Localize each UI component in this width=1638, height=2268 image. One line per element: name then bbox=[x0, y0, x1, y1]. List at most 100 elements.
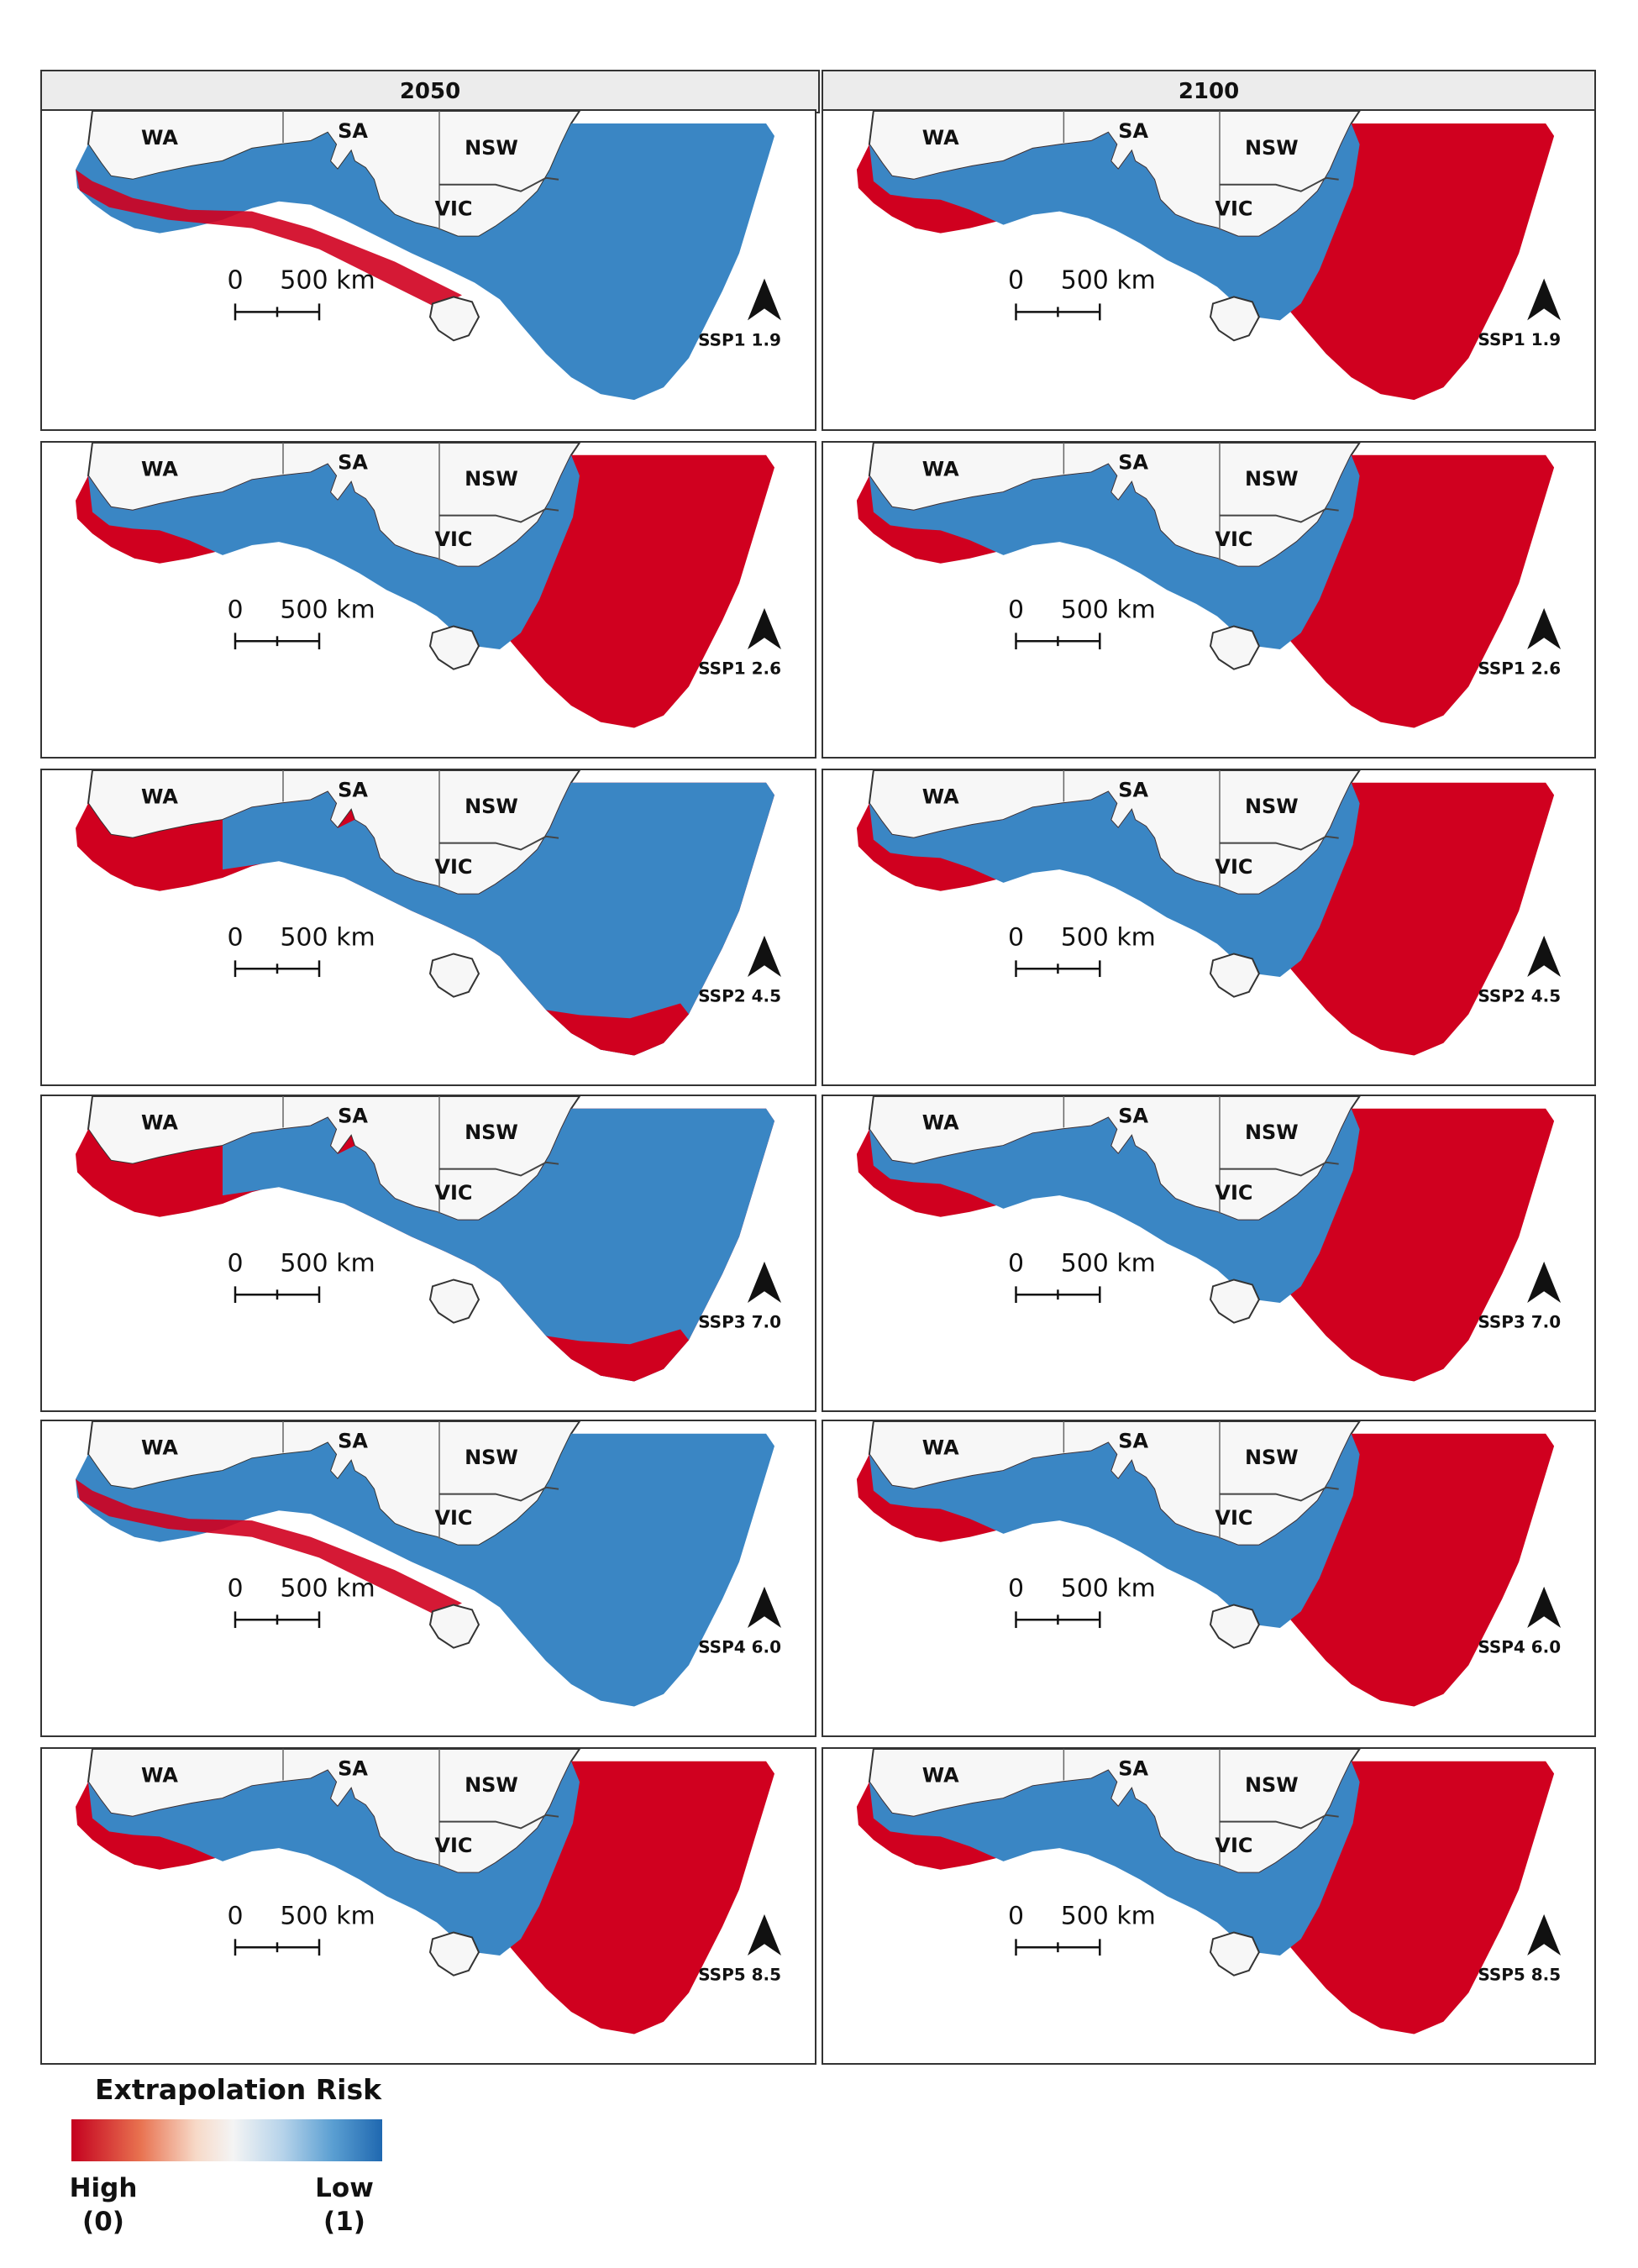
scale-bar bbox=[1015, 1939, 1101, 1956]
column-header-2100: 2100 bbox=[822, 70, 1596, 113]
tasmania-island bbox=[1209, 953, 1260, 998]
tasmania-island bbox=[428, 1278, 480, 1324]
scenario-label: SSP1 2.6 bbox=[1478, 659, 1561, 679]
north-arrow-icon bbox=[1527, 935, 1562, 978]
state-label-sa: SA bbox=[1118, 1757, 1148, 1781]
state-label-nsw: NSW bbox=[1245, 1773, 1299, 1797]
scale-bar bbox=[234, 960, 321, 978]
state-label-nsw: NSW bbox=[465, 1446, 518, 1469]
state-label-sa: SA bbox=[1118, 451, 1148, 475]
scale-bar-distance-label: 500 km bbox=[280, 1574, 375, 1604]
tasmania-island bbox=[1209, 1604, 1260, 1649]
scale-bar bbox=[234, 633, 321, 650]
high-risk-south-patch bbox=[546, 1329, 689, 1382]
low-risk-inner-shelf bbox=[869, 1108, 1360, 1304]
tasmania-island bbox=[1209, 625, 1260, 670]
scale-bar-distance-label: 500 km bbox=[1061, 1574, 1156, 1604]
map-panel-2050-ssp4-6-0: WA SA NSW VIC 0 500 km SSP4 6.0 bbox=[40, 1420, 816, 1737]
risk-map: WA SA NSW VIC 0 500 km SSP2 4.5 bbox=[42, 770, 815, 1084]
low-risk-east-shelf bbox=[223, 1108, 774, 1382]
north-arrow-icon bbox=[748, 1586, 781, 1629]
state-label-wa: WA bbox=[922, 785, 959, 809]
land-area bbox=[87, 1421, 581, 1546]
scale-bar-distance-label: 500 km bbox=[280, 1902, 375, 1931]
scale-bar bbox=[234, 1286, 321, 1304]
state-label-vic: VIC bbox=[434, 197, 472, 221]
scenario-label: SSP5 8.5 bbox=[1478, 1966, 1561, 1985]
state-label-vic: VIC bbox=[434, 1834, 472, 1857]
risk-map: WA SA NSW VIC 0 500 km SSP4 6.0 bbox=[823, 1421, 1594, 1735]
state-border-nsw-vic bbox=[439, 1161, 559, 1177]
state-label-vic: VIC bbox=[1215, 528, 1252, 551]
state-border-nsw-vic bbox=[439, 507, 559, 523]
scale-bar-zero-label: 0 bbox=[1008, 923, 1024, 953]
scale-bar-zero-label: 0 bbox=[227, 1574, 243, 1604]
state-label-wa: WA bbox=[922, 1764, 959, 1788]
map-panel-2050-ssp5-8-5: WA SA NSW VIC 0 500 km SSP5 8.5 bbox=[40, 1747, 816, 2065]
state-label-vic: VIC bbox=[434, 855, 472, 879]
state-border-nsw-vic bbox=[439, 1486, 559, 1502]
state-label-wa: WA bbox=[141, 1111, 179, 1135]
map-panel-2100-ssp1-2-6: WA SA NSW VIC 0 500 km SSP1 2.6 bbox=[822, 441, 1596, 759]
scenario-label: SSP3 7.0 bbox=[1478, 1313, 1561, 1332]
shelf-region bbox=[76, 123, 774, 401]
column-header-2050-label: 2050 bbox=[399, 79, 461, 104]
scale-bar-distance-label: 500 km bbox=[280, 923, 375, 953]
scenario-label: SSP1 1.9 bbox=[698, 329, 781, 349]
state-label-nsw: NSW bbox=[465, 467, 518, 491]
scale-bar-zero-label: 0 bbox=[227, 265, 243, 295]
scale-bar bbox=[234, 1939, 321, 1956]
risk-map: WA SA NSW VIC 0 500 km SSP3 7.0 bbox=[823, 1096, 1594, 1410]
scenario-label: SSP1 1.9 bbox=[1478, 329, 1561, 349]
scale-bar-distance-label: 500 km bbox=[280, 265, 375, 295]
state-label-sa: SA bbox=[1118, 779, 1148, 802]
map-panel-2050-ssp1-2-6: WA SA NSW VIC 0 500 km SSP1 2.6 bbox=[40, 441, 816, 759]
scale-bar-zero-label: 0 bbox=[1008, 1902, 1024, 1931]
legend-low-value: (1) bbox=[323, 2207, 365, 2237]
low-risk-inner-shelf bbox=[869, 1433, 1360, 1629]
state-label-wa: WA bbox=[922, 1436, 959, 1460]
low-risk-inner-shelf bbox=[869, 782, 1360, 978]
north-arrow-icon bbox=[1527, 1914, 1562, 1956]
state-label-vic: VIC bbox=[434, 1506, 472, 1530]
high-risk-south-patch bbox=[546, 1003, 689, 1056]
shelf-region bbox=[76, 1433, 774, 1707]
risk-map: WA SA NSW VIC 0 500 km SSP1 1.9 bbox=[823, 111, 1594, 429]
tasmania-island bbox=[428, 953, 480, 998]
state-label-nsw: NSW bbox=[1245, 1121, 1299, 1144]
north-arrow-icon bbox=[1527, 278, 1562, 321]
state-border-nsw-vic bbox=[1219, 835, 1339, 851]
tasmania-island bbox=[1209, 1278, 1260, 1324]
tasmania-island bbox=[428, 1931, 480, 1977]
state-label-wa: WA bbox=[141, 126, 178, 150]
north-arrow-icon bbox=[748, 607, 781, 650]
state-label-vic: VIC bbox=[434, 528, 472, 551]
high-risk-patch bbox=[76, 169, 462, 308]
state-label-wa: WA bbox=[141, 785, 179, 809]
scale-bar-distance-label: 500 km bbox=[1061, 596, 1156, 625]
north-arrow-icon bbox=[1527, 1261, 1562, 1304]
map-panel-2100-ssp1-1-9: WA SA NSW VIC 0 500 km SSP1 1.9 bbox=[822, 109, 1596, 431]
land-area bbox=[868, 1749, 1361, 1874]
land-area bbox=[87, 1749, 581, 1874]
state-label-sa: SA bbox=[338, 779, 368, 802]
tasmania-island bbox=[1209, 1931, 1260, 1977]
high-risk-patch bbox=[76, 1478, 462, 1616]
land-area bbox=[868, 1421, 1361, 1546]
state-label-vic: VIC bbox=[1215, 855, 1252, 879]
low-risk-inner-shelf bbox=[88, 454, 580, 650]
state-label-sa: SA bbox=[338, 1757, 368, 1781]
map-panel-2100-ssp4-6-0: WA SA NSW VIC 0 500 km SSP4 6.0 bbox=[822, 1420, 1596, 1737]
low-risk-inner-shelf bbox=[869, 123, 1360, 321]
scale-bar bbox=[1015, 303, 1101, 321]
state-label-sa: SA bbox=[338, 119, 368, 143]
legend-high-value: (0) bbox=[82, 2207, 124, 2237]
legend-low-label: Low bbox=[315, 2173, 374, 2203]
land-area bbox=[868, 770, 1361, 895]
scale-bar-distance-label: 500 km bbox=[280, 596, 375, 625]
state-label-nsw: NSW bbox=[465, 1121, 518, 1144]
scenario-label: SSP4 6.0 bbox=[698, 1638, 781, 1657]
low-risk-inner-shelf bbox=[869, 1761, 1360, 1956]
state-label-nsw: NSW bbox=[465, 1773, 518, 1797]
scale-bar-zero-label: 0 bbox=[227, 1249, 243, 1278]
